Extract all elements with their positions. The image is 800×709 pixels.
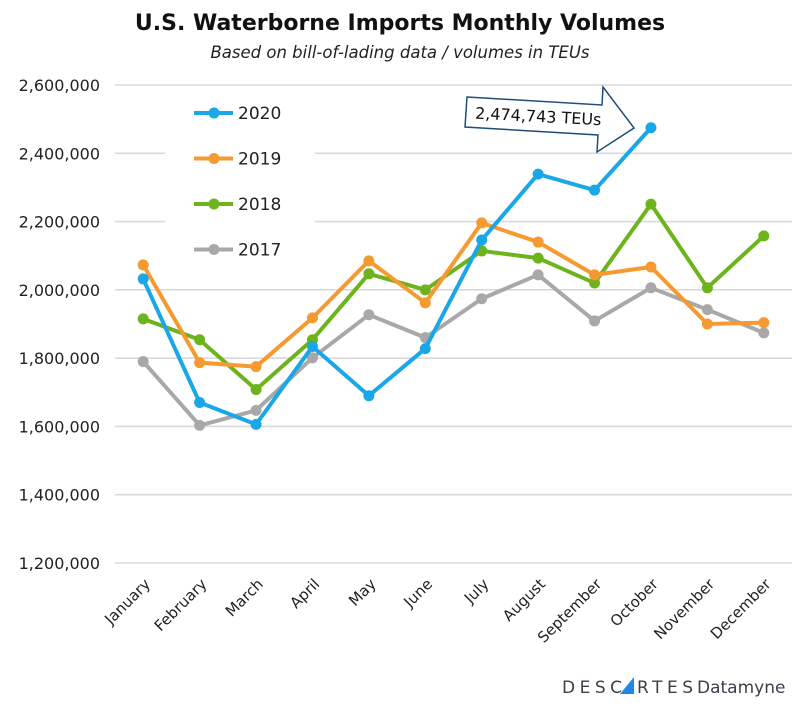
data-point-2019: [137, 259, 149, 271]
data-point-2017: [532, 269, 544, 281]
x-tick-label: April: [286, 575, 323, 612]
data-point-2017: [137, 356, 149, 368]
x-tick-label: May: [345, 575, 380, 610]
data-point-2018: [589, 277, 601, 289]
series-line-2017: [141, 272, 765, 428]
series-2020: [137, 122, 657, 430]
legend-marker-2018: [208, 198, 220, 210]
y-tick-label: 2,600,000: [19, 76, 100, 95]
legend-label-2017: 2017: [238, 241, 281, 261]
series-2017: [137, 269, 770, 431]
data-point-2017: [250, 404, 262, 416]
legend-label-2020: 2020: [238, 104, 281, 124]
data-point-2019: [250, 361, 262, 373]
series-line-2020: [141, 126, 653, 427]
data-point-2020: [250, 418, 262, 430]
logo-part1: DESC: [562, 678, 627, 698]
chart-title: U.S. Waterborne Imports Monthly Volumes: [135, 11, 665, 36]
data-point-2018: [645, 198, 657, 210]
y-axis: 1,200,000 1,400,000 1,600,000 1,800,000 2,00…: [19, 76, 100, 573]
data-point-2020: [194, 397, 206, 409]
data-point-2018: [758, 230, 770, 242]
logo-part2: RTES: [637, 678, 698, 698]
data-point-2019: [419, 297, 431, 309]
data-point-2017: [306, 352, 318, 364]
series-line-2018: [142, 202, 766, 392]
x-tick-label: December: [707, 575, 775, 643]
logo-triangle-icon: [620, 677, 634, 694]
y-tick-label: 1,200,000: [19, 554, 100, 573]
data-point-2018: [250, 384, 262, 396]
data-point-2020: [363, 390, 375, 402]
x-tick-label: January: [100, 575, 154, 629]
x-tick-label: October: [607, 575, 663, 631]
data-point-2019: [701, 318, 713, 330]
data-point-2019: [532, 236, 544, 248]
legend-background: [165, 95, 315, 265]
data-point-2018: [419, 284, 431, 296]
data-point-2017: [758, 327, 770, 339]
legend-marker-2017: [208, 244, 220, 255]
legend-marker-2019: [208, 153, 220, 164]
legend-label-2018: 2018: [238, 195, 281, 215]
series-line-2019: [141, 220, 764, 369]
data-point-2020: [476, 234, 488, 246]
data-point-2020: [137, 273, 149, 285]
x-tick-label: February: [151, 575, 211, 635]
data-point-2017: [589, 315, 601, 327]
data-point-2017: [645, 282, 657, 294]
y-tick-label: 2,200,000: [19, 213, 100, 232]
x-tick-label: March: [222, 575, 267, 620]
y-tick-label: 2,000,000: [19, 281, 100, 300]
x-tick-label: August: [499, 575, 549, 625]
chart-subtitle: Based on bill-of-lading data / volumes i…: [210, 43, 589, 62]
x-tick-label: July: [460, 575, 493, 608]
y-tick-label: 2,400,000: [19, 144, 100, 163]
data-point-2017: [701, 304, 713, 316]
data-point-2019: [194, 357, 206, 369]
annotation-callout: 2,474,743 TEUs: [464, 84, 636, 154]
logo-part3: Datamyne: [697, 678, 785, 698]
data-point-2019: [306, 312, 318, 324]
data-point-2018: [363, 268, 375, 280]
data-point-2017: [476, 293, 488, 305]
data-point-2017: [194, 419, 206, 431]
data-point-2018: [137, 313, 149, 325]
data-point-2018: [701, 282, 713, 294]
legend-marker-2020: [208, 107, 220, 119]
y-tick-label: 1,400,000: [19, 486, 100, 505]
legend-label-2019: 2019: [238, 150, 281, 170]
data-point-2020: [645, 122, 657, 134]
y-tick-label: 1,600,000: [19, 417, 100, 436]
data-point-2018: [194, 334, 206, 346]
data-point-2020: [419, 343, 431, 355]
data-point-2018: [532, 252, 544, 264]
data-point-2019: [758, 317, 770, 329]
legend: 2020 2019 2018 2017: [194, 104, 281, 261]
series-group: [137, 122, 770, 431]
data-point-2020: [532, 168, 544, 180]
data-point-2020: [589, 184, 601, 196]
data-point-2019: [363, 255, 375, 267]
y-tick-label: 1,800,000: [19, 349, 100, 368]
data-point-2019: [645, 261, 657, 273]
data-point-2017: [363, 309, 375, 321]
data-point-2020: [306, 341, 318, 353]
descartes-logo: DESC RTES Datamyne: [562, 677, 785, 698]
x-tick-label: June: [400, 575, 437, 612]
series-2019: [137, 217, 770, 373]
callout-arrow: [464, 84, 636, 154]
data-point-2019: [476, 217, 488, 229]
data-point-2019: [589, 269, 601, 281]
